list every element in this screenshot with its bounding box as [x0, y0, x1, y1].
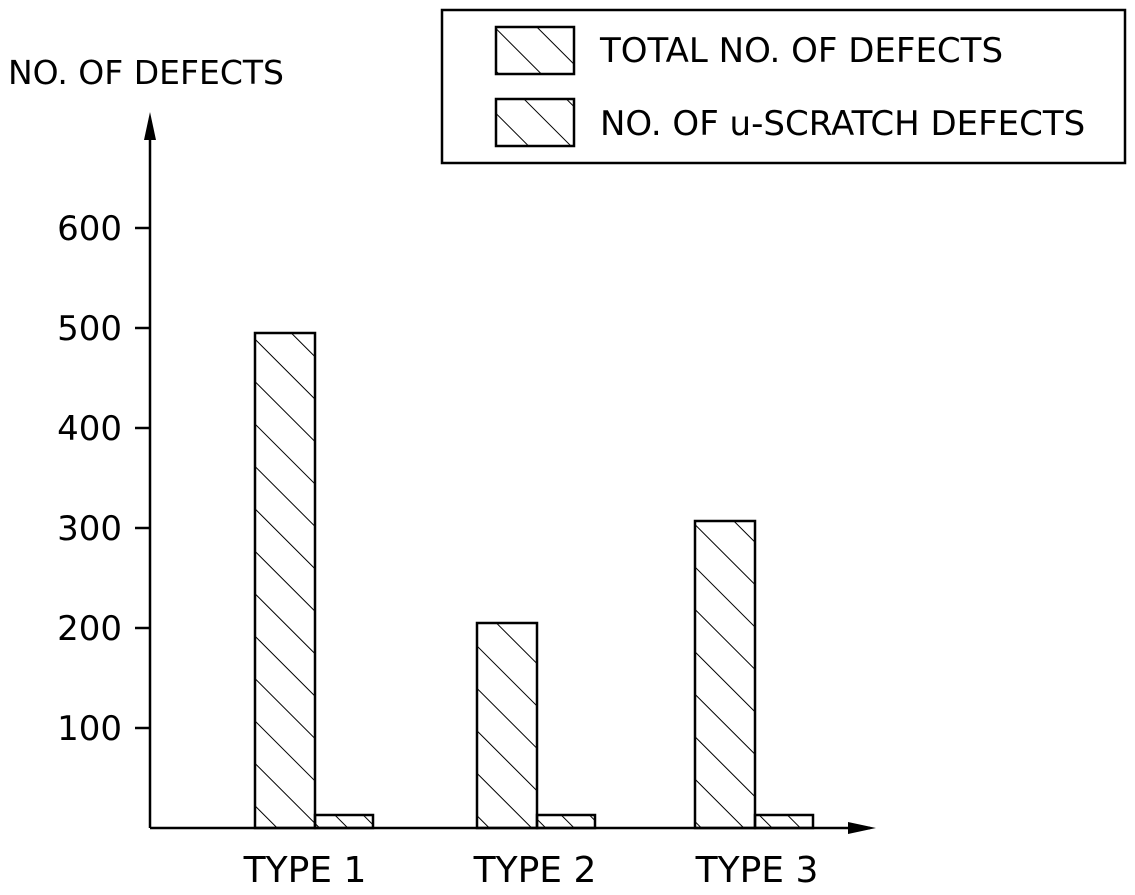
x-category-label: TYPE 1: [243, 850, 367, 891]
y-tick-label: 100: [57, 709, 122, 749]
y-ticks: 100 200 300 400 500 600: [57, 209, 150, 749]
y-tick-label: 400: [57, 409, 122, 449]
legend-label-scratch: NO. OF u-SCRATCH DEFECTS: [600, 104, 1085, 144]
bar-scratch-2: [537, 815, 595, 828]
y-tick-label: 600: [57, 209, 122, 249]
legend-label-total: TOTAL NO. OF DEFECTS: [599, 31, 1003, 71]
bar-total-2: [477, 623, 537, 828]
bars: [255, 333, 813, 828]
x-category-label: TYPE 2: [473, 850, 597, 891]
x-axis-arrow: [848, 822, 876, 834]
bar-scratch-1: [315, 815, 373, 828]
x-category-label: TYPE 3: [695, 850, 819, 891]
y-tick-label: 300: [57, 509, 122, 549]
bar-scratch-3: [755, 815, 813, 828]
y-axis-title: NO. OF DEFECTS: [8, 53, 284, 92]
y-tick-label: 500: [57, 309, 122, 349]
y-axis-arrow: [144, 112, 156, 140]
bar-total-1: [255, 333, 315, 828]
legend: TOTAL NO. OF DEFECTS NO. OF u-SCRATCH DE…: [442, 10, 1125, 163]
x-labels: TYPE 1 TYPE 2 TYPE 3: [243, 850, 819, 891]
bar-total-3: [695, 521, 755, 828]
legend-swatch-total: [496, 27, 574, 74]
y-tick-label: 200: [57, 609, 122, 649]
legend-swatch-scratch: [496, 99, 574, 146]
